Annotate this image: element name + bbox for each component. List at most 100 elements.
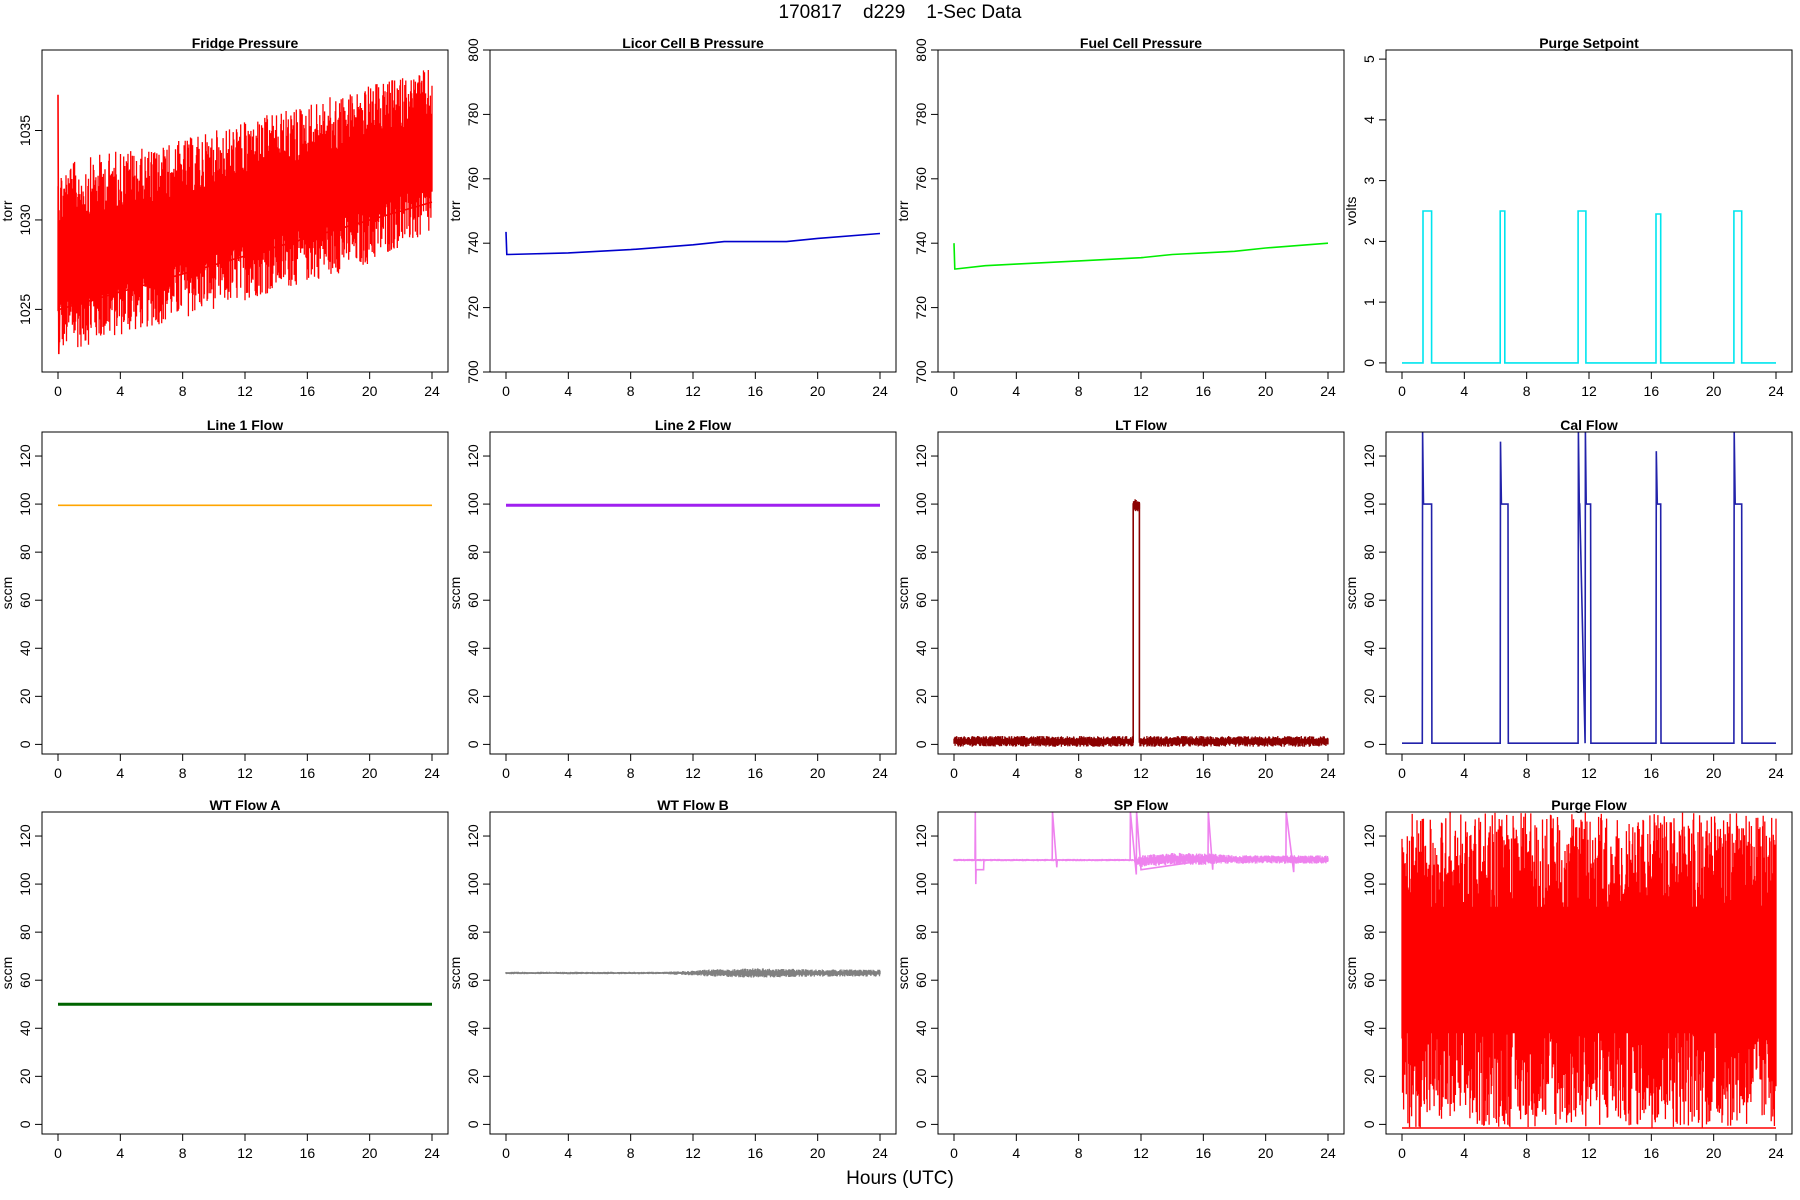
y-tick-label: 100 [17, 872, 33, 896]
plot-frame [1385, 431, 1793, 755]
x-tick-label: 12 [237, 1145, 253, 1161]
x-tick-label: 20 [1258, 1145, 1274, 1161]
y-tick-label: 80 [465, 924, 481, 940]
y-tick-label: 40 [913, 640, 929, 656]
x-tick-label: 20 [1706, 1145, 1722, 1161]
y-tick-label: 0 [465, 740, 481, 748]
x-tick-label: 20 [1258, 765, 1274, 781]
x-tick-label: 12 [685, 383, 701, 399]
y-axis-label: sccm [895, 577, 911, 610]
panel-title: Line 2 Flow [655, 417, 731, 433]
plot-area [505, 968, 881, 978]
y-tick-label: 60 [1361, 972, 1377, 988]
panel-wt-flow-a: WT Flow A 0 4 8 12 16 20 24 0 20 40 60 80 100 120 sccm [0, 797, 449, 1161]
y-tick-label: 780 [913, 103, 929, 127]
y-tick-label: 700 [465, 360, 481, 384]
y-tick-label: 60 [913, 592, 929, 608]
series-noise [953, 499, 1329, 747]
y-tick-label: 780 [465, 103, 481, 127]
y-axis-label: sccm [895, 957, 911, 990]
x-tick-label: 20 [362, 1145, 378, 1161]
x-tick-label: 0 [502, 765, 510, 781]
y-axis-label: sccm [447, 577, 463, 610]
y-tick-label: 80 [1361, 924, 1377, 940]
panel-lt-flow: LT Flow 0 4 8 12 16 20 24 0 20 40 60 80 100 120 sccm [895, 417, 1345, 781]
y-tick-label: 0 [1361, 740, 1377, 748]
plot-frame [1385, 49, 1793, 373]
x-tick-label: 12 [1133, 765, 1149, 781]
panel-title: Purge Setpoint [1539, 35, 1639, 51]
x-tick-label: 0 [950, 383, 958, 399]
x-tick-label: 24 [424, 383, 440, 399]
x-tick-label: 24 [1320, 383, 1336, 399]
y-tick-label: 100 [465, 492, 481, 516]
x-tick-label: 4 [1460, 765, 1468, 781]
x-tick-label: 12 [1581, 383, 1597, 399]
series-band [1402, 906, 1776, 1034]
y-tick-label: 760 [913, 167, 929, 191]
y-tick-label: 60 [465, 592, 481, 608]
x-tick-label: 0 [54, 383, 62, 399]
panel-wt-flow-b: WT Flow B 0 4 8 12 16 20 24 0 20 40 60 80 100 120 sccm [447, 797, 897, 1161]
plot-frame [489, 431, 897, 755]
x-tick-label: 8 [627, 765, 635, 781]
panel-licor-cell-b-pressure: Licor Cell B Pressure 0 4 8 12 16 20 24 700 720 74… [447, 35, 897, 399]
y-tick-label: 80 [913, 544, 929, 560]
y-tick-label: 3 [1361, 177, 1377, 185]
panel-cal-flow: Cal Flow 0 4 8 12 16 20 24 0 20 40 60 80 100 120 sccm [1343, 417, 1793, 781]
panel-title: Purge Flow [1551, 797, 1627, 813]
y-tick-label: 100 [913, 872, 929, 896]
x-tick-label: 20 [810, 383, 826, 399]
y-tick-label: 40 [465, 1020, 481, 1036]
plot-frame [937, 49, 1345, 373]
panel-title: Cal Flow [1560, 417, 1618, 433]
y-tick-label: 80 [465, 544, 481, 560]
y-tick-label: 740 [913, 231, 929, 255]
x-tick-label: 12 [1581, 1145, 1597, 1161]
y-tick-label: 20 [465, 1068, 481, 1084]
series-line [954, 503, 1328, 743]
x-tick-label: 0 [1398, 1145, 1406, 1161]
y-tick-label: 0 [17, 740, 33, 748]
plot-frame [41, 811, 449, 1135]
y-tick-label: 100 [17, 492, 33, 516]
y-tick-label: 720 [913, 296, 929, 320]
y-tick-label: 40 [1361, 1020, 1377, 1036]
plot-frame [489, 49, 897, 373]
x-tick-label: 8 [627, 1145, 635, 1161]
x-tick-label: 16 [1196, 1145, 1212, 1161]
panel-fuel-cell-pressure: Fuel Cell Pressure 0 4 8 12 16 20 24 700 720 740 76… [895, 35, 1345, 399]
y-tick-label: 20 [913, 1068, 929, 1084]
y-tick-label: 40 [17, 640, 33, 656]
series-band [58, 118, 432, 298]
series-line [954, 812, 1328, 885]
x-tick-label: 24 [1320, 765, 1336, 781]
y-tick-label: 120 [17, 824, 33, 848]
y-tick-label: 80 [913, 924, 929, 940]
x-tick-label: 8 [627, 383, 635, 399]
y-tick-label: 1035 [17, 115, 33, 146]
x-tick-label: 4 [564, 383, 572, 399]
figure-title: 170817 d229 1-Sec Data [778, 2, 1022, 23]
y-tick-label: 2 [1361, 237, 1377, 245]
x-tick-label: 16 [1644, 765, 1660, 781]
y-tick-label: 1025 [17, 294, 33, 325]
x-tick-label: 16 [300, 1145, 316, 1161]
y-tick-label: 40 [1361, 640, 1377, 656]
panel-title: LT Flow [1115, 417, 1167, 433]
y-axis-label: torr [447, 200, 463, 221]
y-tick-label: 20 [1361, 1068, 1377, 1084]
x-tick-label: 16 [1644, 1145, 1660, 1161]
x-tick-label: 20 [810, 765, 826, 781]
y-tick-label: 40 [913, 1020, 929, 1036]
x-tick-label: 24 [1768, 765, 1784, 781]
x-tick-label: 0 [1398, 765, 1406, 781]
y-tick-label: 120 [465, 824, 481, 848]
panel-title: Line 1 Flow [207, 417, 283, 433]
x-tick-label: 20 [362, 383, 378, 399]
y-tick-label: 0 [1361, 1120, 1377, 1128]
y-tick-label: 60 [17, 592, 33, 608]
plot-area [953, 242, 1329, 270]
y-tick-label: 100 [465, 872, 481, 896]
